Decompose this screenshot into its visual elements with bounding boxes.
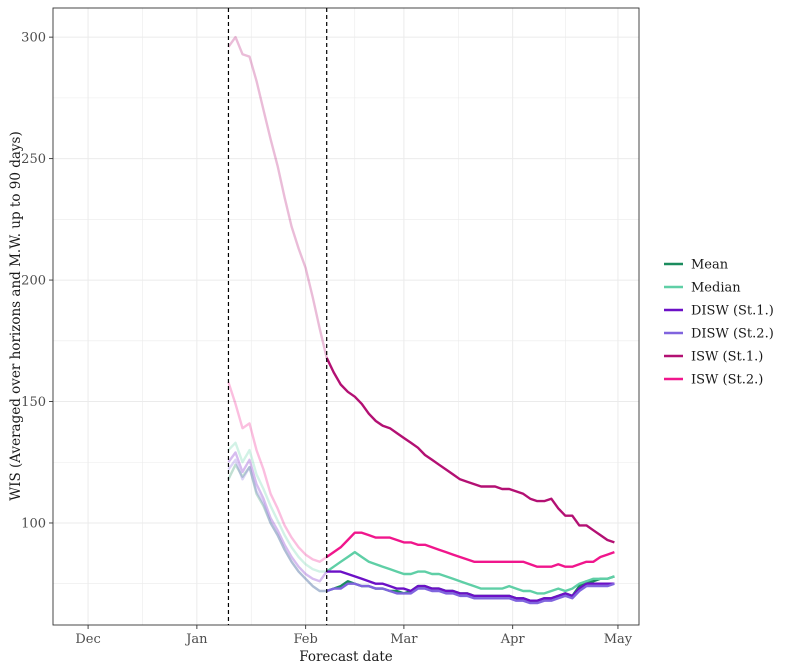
series-line-disw-st-2	[326, 582, 615, 605]
y-tick-label: 250	[21, 152, 46, 167]
faded-history	[227, 35, 328, 593]
x-axis-title: Forecast date	[299, 649, 393, 665]
series-line-isw-st-1	[325, 357, 615, 544]
y-tick-label: 150	[21, 395, 46, 410]
series-line-faded-isw-st-2	[227, 381, 328, 563]
x-tick-label: May	[604, 632, 633, 647]
series-line-isw-st-2	[326, 531, 615, 568]
axis-ticks: 100 150 200 250 300 Dec Jan Feb Mar Apr May	[21, 31, 633, 647]
y-tick-label: 200	[21, 274, 46, 289]
series-line-faded-mean	[227, 463, 327, 593]
series-line-faded-median	[227, 441, 327, 573]
x-tick-label: Mar	[390, 632, 418, 647]
grid	[53, 8, 639, 625]
reference-lines	[227, 8, 328, 625]
series-line-faded-disw-st-2	[227, 458, 327, 593]
legend: Mean Median DISW (St.1.) DISW (St.2.) ISW (S…	[664, 258, 774, 388]
legend-label: Mean	[691, 258, 729, 273]
series-line-median	[326, 550, 615, 595]
legend-label: ISW (St.2.)	[691, 373, 763, 388]
legend-label: Median	[691, 281, 741, 296]
y-axis-title: WIS (Averaged over horizons and M.W. up …	[8, 131, 24, 500]
plot-panel-border	[52, 7, 640, 626]
x-tick-label: Dec	[75, 632, 100, 647]
x-tick-label: Jan	[184, 632, 208, 647]
y-tick-label: 100	[21, 516, 46, 531]
x-tick-label: Feb	[293, 632, 317, 647]
series-line-faded-isw-st-1	[227, 35, 328, 359]
legend-label: DISW (St.2.)	[691, 327, 774, 342]
series-line-disw-st-1	[326, 570, 615, 602]
series-lines	[325, 357, 615, 605]
series-line-faded-disw-st-1	[227, 451, 328, 583]
x-tick-label: Apr	[500, 632, 526, 647]
legend-label: ISW (St.1.)	[691, 350, 763, 365]
legend-label: DISW (St.1.)	[691, 304, 774, 319]
y-tick-label: 300	[21, 31, 46, 46]
